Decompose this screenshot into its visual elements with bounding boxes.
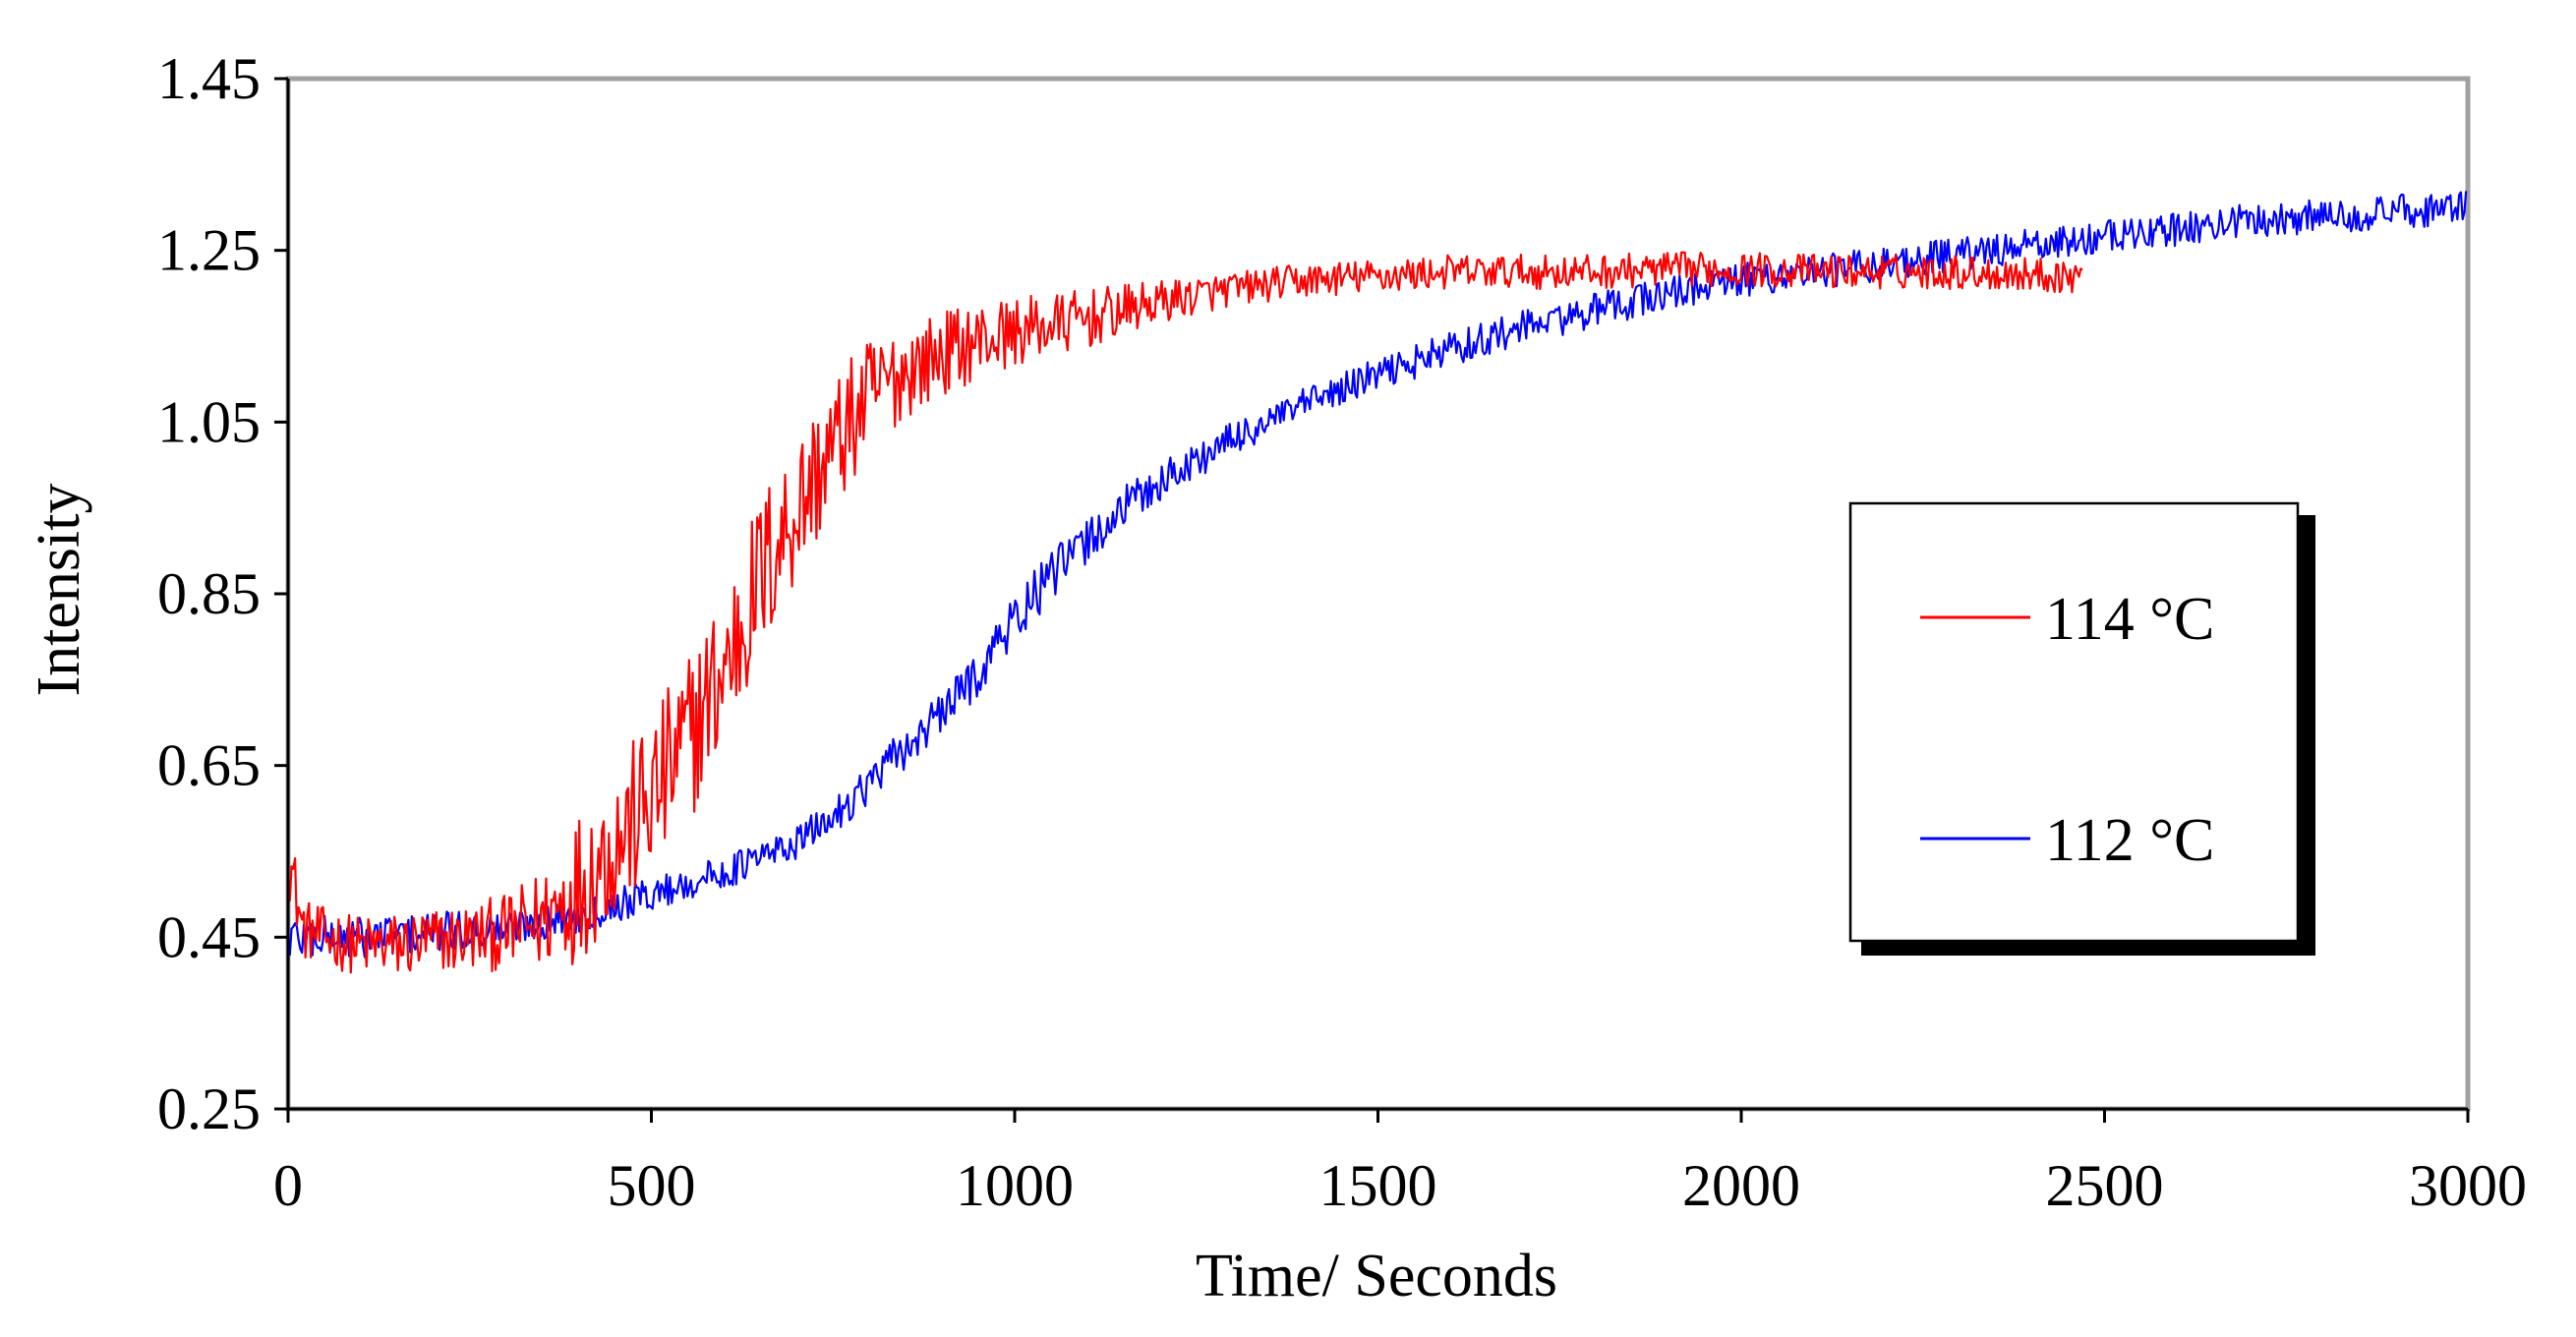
x-tick-label: 3000 (2409, 1153, 2527, 1218)
y-tick-label: 1.25 (157, 218, 261, 283)
x-tick-label: 2000 (1682, 1153, 1800, 1218)
series-line-112 (286, 191, 2468, 959)
y-tick-label: 1.45 (157, 46, 261, 111)
x-tick-label: 1000 (956, 1153, 1074, 1218)
y-tick-label: 1.05 (157, 389, 261, 454)
x-tick-label: 0 (273, 1153, 303, 1218)
y-axis-title: Intensity (26, 484, 92, 697)
x-tick-label: 1500 (1319, 1153, 1437, 1218)
y-tick-label: 0.25 (157, 1076, 261, 1141)
y-tick-label: 0.85 (157, 561, 261, 626)
tick-layer: 0.25 0.45 0.65 0.85 1.05 1.25 1.45 0 500 1000 1500… (157, 46, 2527, 1218)
legend-label-114: 114 °C (2045, 586, 2214, 653)
series-line-114 (286, 251, 2083, 974)
x-axis-title: Time/ Seconds (1196, 1243, 1557, 1309)
series-layer (286, 191, 2468, 974)
x-tick-label: 500 (608, 1153, 696, 1218)
x-tick-label: 2500 (2046, 1153, 2164, 1218)
y-tick-label: 0.45 (157, 904, 261, 969)
legend-label-112: 112 °C (2045, 807, 2214, 874)
y-tick-label: 0.65 (157, 733, 261, 798)
legend: 114 °C 112 °C (1848, 501, 2315, 956)
legend-box (1848, 501, 2300, 943)
